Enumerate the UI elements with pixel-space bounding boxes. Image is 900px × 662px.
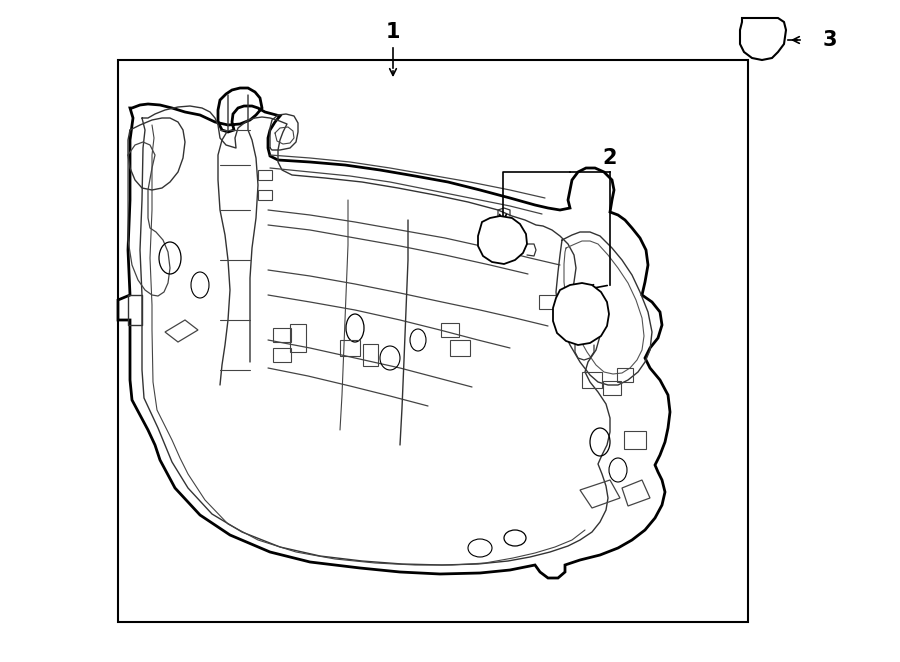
Polygon shape <box>553 283 609 345</box>
Text: 3: 3 <box>823 30 837 50</box>
Bar <box>118 60 748 622</box>
Polygon shape <box>478 216 527 264</box>
Text: 1: 1 <box>386 22 400 42</box>
Polygon shape <box>740 18 786 60</box>
Polygon shape <box>118 88 670 578</box>
Text: 2: 2 <box>603 148 617 168</box>
